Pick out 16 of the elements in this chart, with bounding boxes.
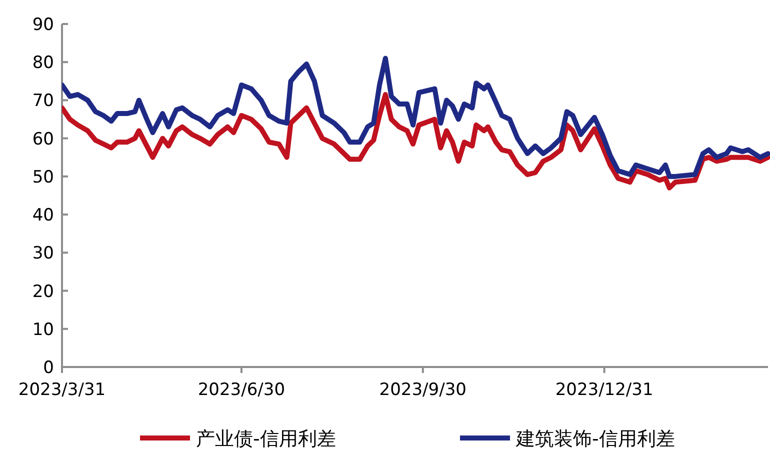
legend-label: 产业债-信用利差 — [196, 428, 336, 449]
x-tick-label: 2023/6/30 — [198, 380, 286, 400]
y-tick-label: 0 — [43, 358, 54, 378]
x-tick-label: 2023/3/31 — [18, 380, 106, 400]
y-tick-label: 50 — [32, 167, 54, 188]
legend-label: 建筑装饰-信用利差 — [515, 428, 675, 449]
y-tick-label: 30 — [32, 244, 54, 264]
y-tick-label: 10 — [32, 320, 54, 340]
y-tick-label: 60 — [32, 129, 54, 150]
y-tick-label: 20 — [32, 282, 54, 302]
x-tick-label: 2023/9/30 — [379, 380, 466, 400]
y-tick-label: 70 — [32, 91, 54, 112]
y-tick-label: 80 — [32, 53, 54, 74]
x-tick-label: 2023/12/31 — [555, 380, 654, 400]
y-tick-label: 40 — [32, 206, 54, 226]
y-tick-label: 90 — [32, 15, 54, 35]
